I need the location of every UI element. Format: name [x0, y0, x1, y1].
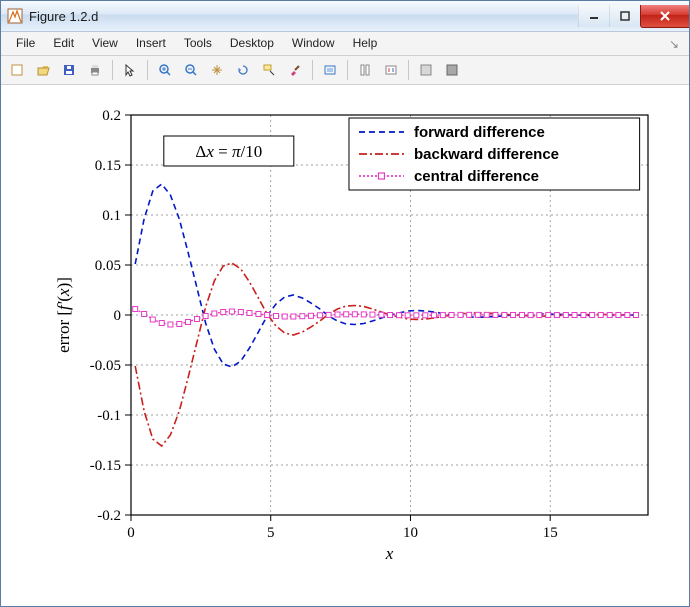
brush-icon[interactable]	[283, 58, 307, 82]
print-icon[interactable]	[83, 58, 107, 82]
maximize-button[interactable]	[609, 5, 640, 27]
new-figure-icon[interactable]	[5, 58, 29, 82]
colorbar-icon[interactable]	[353, 58, 377, 82]
app-icon	[7, 8, 23, 24]
titlebar[interactable]: Figure 1.2.d	[1, 1, 689, 32]
menu-help[interactable]: Help	[344, 32, 387, 55]
svg-text:-0.1: -0.1	[97, 408, 121, 424]
window-title: Figure 1.2.d	[29, 9, 578, 24]
window-buttons	[578, 5, 689, 27]
menu-tools[interactable]: Tools	[175, 32, 221, 55]
toolbar-separator	[112, 60, 113, 80]
svg-text:15: 15	[543, 525, 558, 541]
show-tools-icon[interactable]	[440, 58, 464, 82]
svg-text:backward difference: backward difference	[414, 146, 559, 163]
save-icon[interactable]	[57, 58, 81, 82]
zoom-out-icon[interactable]	[179, 58, 203, 82]
svg-text:0: 0	[127, 525, 135, 541]
menu-window[interactable]: Window	[283, 32, 344, 55]
figure-window: Figure 1.2.d File Edit View Insert Tools…	[0, 0, 690, 607]
pan-icon[interactable]	[205, 58, 229, 82]
svg-text:central difference: central difference	[414, 168, 539, 185]
toolbar-separator	[147, 60, 148, 80]
open-icon[interactable]	[31, 58, 55, 82]
svg-text:Δx = π/10: Δx = π/10	[195, 142, 262, 161]
menu-desktop[interactable]: Desktop	[221, 32, 283, 55]
figure-canvas[interactable]: 0 5 10 15 -0.2 -0.15 -0.1 -0.05 0 0.05 0.1 0.15 0.2 x…	[1, 84, 689, 606]
rotate-icon[interactable]	[231, 58, 255, 82]
svg-text:-0.05: -0.05	[90, 358, 121, 374]
svg-text:-0.15: -0.15	[90, 458, 121, 474]
svg-text:5: 5	[267, 525, 275, 541]
link-icon[interactable]	[318, 58, 342, 82]
toolbar	[1, 56, 689, 85]
svg-text:x: x	[385, 544, 394, 563]
svg-text:forward difference: forward difference	[414, 124, 545, 141]
svg-text:0.05: 0.05	[95, 258, 121, 274]
svg-text:0: 0	[114, 308, 122, 324]
close-button[interactable]	[640, 5, 689, 28]
menubar: File Edit View Insert Tools Desktop Wind…	[1, 32, 689, 56]
pointer-icon[interactable]	[118, 58, 142, 82]
menu-file[interactable]: File	[7, 32, 44, 55]
svg-text:0.1: 0.1	[102, 208, 121, 224]
toolbar-separator	[312, 60, 313, 80]
zoom-in-icon[interactable]	[153, 58, 177, 82]
menubar-chevron-icon[interactable]: ↘	[669, 37, 683, 51]
svg-text:0.15: 0.15	[95, 158, 121, 174]
axes: 0 5 10 15 -0.2 -0.15 -0.1 -0.05 0 0.05 0.1 0.15 0.2 x…	[1, 85, 690, 607]
svg-text:error [f'(x)]: error [f'(x)]	[54, 277, 73, 353]
hide-tools-icon[interactable]	[414, 58, 438, 82]
menu-insert[interactable]: Insert	[127, 32, 175, 55]
minimize-button[interactable]	[578, 5, 609, 27]
toolbar-separator	[408, 60, 409, 80]
svg-text:0.2: 0.2	[102, 108, 121, 124]
svg-text:10: 10	[403, 525, 418, 541]
toolbar-separator	[347, 60, 348, 80]
legend-icon[interactable]	[379, 58, 403, 82]
menu-edit[interactable]: Edit	[44, 32, 83, 55]
menu-view[interactable]: View	[83, 32, 127, 55]
svg-text:-0.2: -0.2	[97, 508, 121, 524]
datacursor-icon[interactable]	[257, 58, 281, 82]
